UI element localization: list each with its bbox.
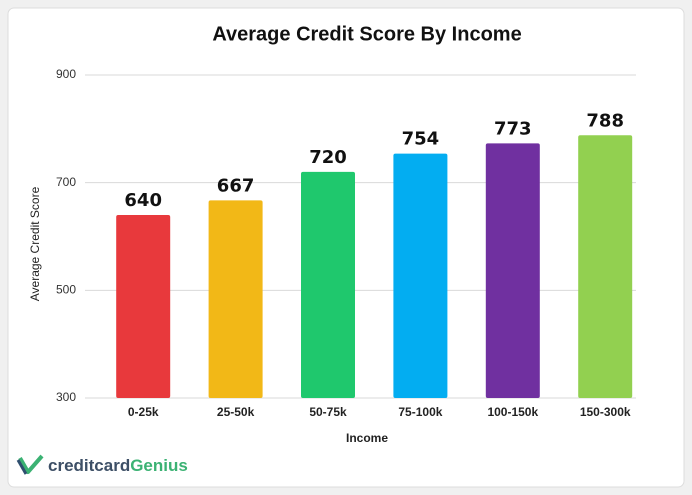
y-tick-label: 500 (56, 283, 76, 297)
x-tick-label: 75-100k (398, 405, 442, 419)
y-tick-label: 300 (56, 390, 76, 404)
logo-icon (16, 459, 28, 475)
x-tick-label: 25-50k (217, 405, 255, 419)
x-tick-label: 150-300k (580, 405, 631, 419)
logo-part: Genius (130, 456, 188, 475)
logo-part: creditcard (48, 456, 130, 475)
x-tick-label: 0-25k (128, 405, 159, 419)
value-label: 754 (402, 129, 440, 150)
value-label: 720 (309, 147, 347, 168)
value-label: 773 (494, 118, 532, 139)
bar (578, 135, 633, 398)
y-tick-label: 700 (56, 175, 76, 189)
value-label: 788 (586, 110, 624, 131)
x-tick-label: 100-150k (487, 405, 538, 419)
y-tick-label: 900 (56, 67, 76, 81)
chart-title: Average Credit Score By Income (212, 23, 521, 45)
logo-text: creditcardGenius (48, 456, 188, 475)
bar (485, 143, 540, 398)
x-axis-label: Income (346, 431, 388, 445)
bar (208, 200, 263, 398)
value-label: 667 (217, 175, 255, 196)
value-label: 640 (124, 190, 162, 211)
bar (301, 171, 355, 398)
y-axis-label: Average Credit Score (28, 186, 42, 301)
logo-icon (18, 454, 44, 474)
bar (393, 153, 448, 398)
bar (116, 214, 171, 398)
logo: creditcardGenius (16, 454, 188, 475)
x-tick-label: 50-75k (309, 405, 347, 419)
